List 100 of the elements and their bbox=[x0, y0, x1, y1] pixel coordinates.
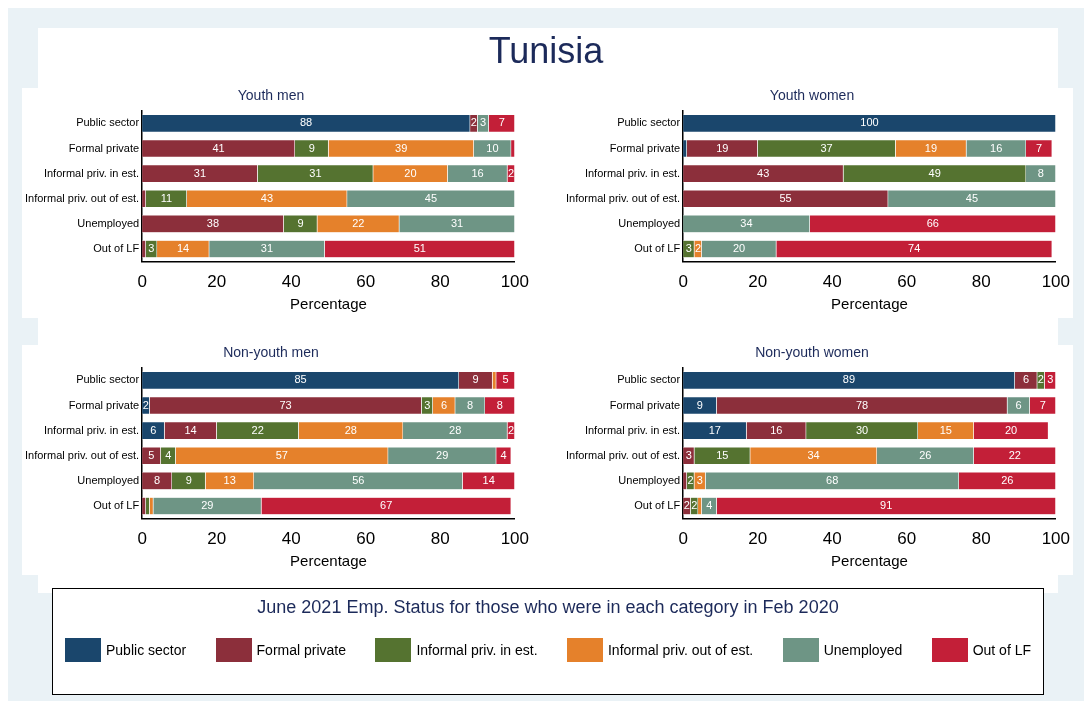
chart-title: Youth women bbox=[769, 87, 855, 104]
data-label: 2 bbox=[691, 499, 698, 512]
data-label: 16 bbox=[471, 166, 484, 179]
data-label: 14 bbox=[184, 423, 197, 436]
data-label: 100 bbox=[860, 116, 879, 129]
data-label: 5 bbox=[502, 373, 509, 386]
data-label: 26 bbox=[919, 448, 932, 461]
data-label: 26 bbox=[1001, 473, 1014, 486]
data-label: 43 bbox=[757, 166, 770, 179]
data-label: 6 bbox=[1015, 398, 1022, 411]
y-tick-label: Out of LF bbox=[634, 499, 681, 512]
x-tick-label: 80 bbox=[971, 272, 991, 292]
data-label: 6 bbox=[440, 398, 448, 411]
data-label: 7 bbox=[1039, 398, 1046, 411]
y-tick-label: Public sector bbox=[76, 116, 140, 129]
data-label: 3 bbox=[1047, 373, 1054, 386]
y-tick-label: Informal priv. in est. bbox=[43, 423, 140, 436]
y-tick-label: Unemployed bbox=[77, 473, 140, 486]
data-label: 68 bbox=[826, 473, 839, 486]
data-label: 22 bbox=[352, 216, 365, 229]
x-tick-label: 20 bbox=[748, 272, 768, 292]
data-label: 16 bbox=[770, 423, 783, 436]
y-tick-label: Out of LF bbox=[634, 242, 681, 255]
data-label: 85 bbox=[294, 373, 307, 386]
x-tick-label: 40 bbox=[281, 529, 301, 549]
x-tick-label: 80 bbox=[430, 529, 450, 549]
data-label: 2 bbox=[1037, 373, 1044, 386]
x-tick-label: 100 bbox=[500, 529, 530, 549]
data-label: 19 bbox=[716, 141, 729, 154]
x-tick-label: 60 bbox=[897, 529, 917, 549]
data-label: 8 bbox=[496, 398, 503, 411]
y-tick-label: Informal priv. in est. bbox=[584, 166, 681, 179]
data-label: 15 bbox=[939, 423, 952, 436]
legend-label: Out of LF bbox=[972, 642, 1031, 658]
x-tick-label: 40 bbox=[822, 272, 842, 292]
data-label: 2 bbox=[470, 116, 477, 129]
data-label: 57 bbox=[275, 448, 289, 461]
data-label: 29 bbox=[201, 499, 214, 512]
chart-title: Non-youth women bbox=[755, 344, 869, 361]
data-label: 31 bbox=[450, 216, 464, 229]
data-label: 45 bbox=[965, 191, 979, 204]
data-label: 7 bbox=[498, 116, 505, 129]
x-tick-label: 80 bbox=[430, 272, 450, 292]
x-tick-label: 40 bbox=[281, 272, 301, 292]
legend-label: Public sector bbox=[106, 642, 187, 658]
y-tick-label: Informal priv. in est. bbox=[584, 423, 681, 436]
x-tick-label: 100 bbox=[500, 272, 530, 292]
x-tick-label: 20 bbox=[207, 529, 227, 549]
data-label: 11 bbox=[160, 191, 173, 204]
data-label: 3 bbox=[480, 116, 487, 129]
x-tick-label: 0 bbox=[137, 272, 147, 292]
x-tick-label: 100 bbox=[1041, 272, 1071, 292]
legend-title: June 2021 Emp. Status for those who were in each category in Feb 2020 bbox=[256, 597, 840, 618]
x-axis-title: Percentage bbox=[290, 295, 367, 313]
data-label: 28 bbox=[449, 423, 462, 436]
x-tick-label: 0 bbox=[678, 529, 688, 549]
x-tick-label: 20 bbox=[748, 529, 768, 549]
data-label: 9 bbox=[472, 373, 479, 386]
data-label: 20 bbox=[732, 242, 746, 255]
data-label: 55 bbox=[779, 191, 792, 204]
legend-label: Informal priv. in est. bbox=[416, 642, 538, 658]
x-tick-label: 0 bbox=[137, 529, 147, 549]
data-label: 14 bbox=[482, 473, 495, 486]
x-tick-label: 60 bbox=[356, 529, 376, 549]
y-tick-label: Unemployed bbox=[618, 216, 681, 229]
data-label: 34 bbox=[740, 216, 753, 229]
data-label: 8 bbox=[467, 398, 474, 411]
data-label: 14 bbox=[176, 242, 190, 255]
data-label: 66 bbox=[926, 216, 939, 229]
data-label: 8 bbox=[1037, 166, 1044, 179]
chart-title: Youth men bbox=[237, 87, 305, 104]
data-label: 39 bbox=[395, 141, 408, 154]
data-label: 91 bbox=[880, 499, 893, 512]
data-label: 89 bbox=[842, 373, 856, 386]
y-tick-label: Out of LF bbox=[93, 499, 140, 512]
data-label: 13 bbox=[223, 473, 236, 486]
data-label: 9 bbox=[297, 216, 304, 229]
data-label: 67 bbox=[380, 499, 393, 512]
y-tick-label: Formal private bbox=[68, 141, 140, 154]
data-label: 7 bbox=[1035, 141, 1043, 154]
data-label: 6 bbox=[1022, 373, 1030, 386]
x-axis-title: Percentage bbox=[831, 295, 908, 313]
data-label: 37 bbox=[820, 141, 833, 154]
data-label: 19 bbox=[924, 141, 938, 154]
x-tick-label: 40 bbox=[822, 529, 842, 549]
chart-title: Non-youth men bbox=[223, 344, 319, 361]
x-tick-label: 60 bbox=[897, 272, 917, 292]
data-label: 9 bbox=[308, 141, 315, 154]
data-label: 31 bbox=[193, 166, 207, 179]
data-label: 2 bbox=[508, 166, 515, 179]
y-tick-label: Informal priv. out of est. bbox=[24, 191, 140, 204]
y-tick-label: Informal priv. out of est. bbox=[24, 448, 140, 461]
data-label: 2 bbox=[683, 499, 690, 512]
data-label: 74 bbox=[908, 242, 921, 255]
data-label: 3 bbox=[696, 473, 703, 486]
data-label: 3 bbox=[685, 242, 692, 255]
data-label: 16 bbox=[990, 141, 1003, 154]
data-label: 9 bbox=[696, 398, 703, 411]
data-label: 15 bbox=[716, 448, 729, 461]
y-tick-label: Unemployed bbox=[618, 473, 681, 486]
